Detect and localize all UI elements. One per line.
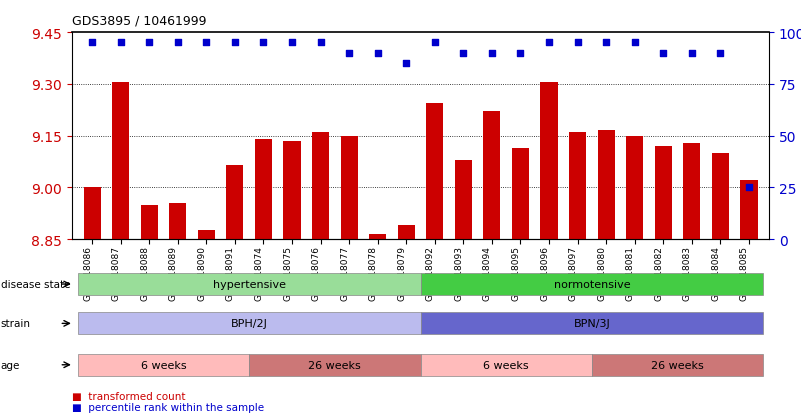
Point — [343, 50, 356, 57]
Point — [143, 40, 155, 47]
Point — [600, 40, 613, 47]
Bar — [255, 140, 272, 240]
Bar — [683, 143, 700, 240]
Text: BPH/2J: BPH/2J — [231, 318, 268, 329]
Text: 26 weeks: 26 weeks — [308, 360, 361, 370]
Point — [200, 40, 213, 47]
Bar — [654, 147, 672, 240]
Bar — [397, 226, 415, 240]
Text: 6 weeks: 6 weeks — [141, 360, 187, 370]
Text: normotensive: normotensive — [553, 279, 630, 290]
Bar — [83, 188, 101, 240]
Point — [86, 40, 99, 47]
Point — [628, 40, 641, 47]
Bar — [541, 83, 557, 240]
Point — [571, 40, 584, 47]
Bar — [312, 133, 329, 240]
Point — [228, 40, 241, 47]
Point — [542, 40, 555, 47]
Bar — [512, 148, 529, 240]
Text: age: age — [1, 360, 20, 370]
Point — [171, 40, 184, 47]
Bar — [369, 234, 386, 240]
Point — [714, 50, 727, 57]
Text: 26 weeks: 26 weeks — [651, 360, 704, 370]
Bar — [227, 166, 244, 240]
Bar — [598, 131, 614, 240]
Text: hypertensive: hypertensive — [212, 279, 286, 290]
Text: BPN/3J: BPN/3J — [574, 318, 610, 329]
Bar — [626, 136, 643, 240]
Point — [400, 61, 413, 67]
Point — [372, 50, 384, 57]
Bar — [112, 83, 129, 240]
Bar — [284, 141, 300, 240]
Point — [115, 40, 127, 47]
Point — [429, 40, 441, 47]
Point — [457, 50, 469, 57]
Bar — [455, 160, 472, 240]
Point — [686, 50, 698, 57]
Point — [314, 40, 327, 47]
Bar — [483, 112, 501, 240]
Point — [257, 40, 270, 47]
Point — [485, 50, 498, 57]
Point — [743, 185, 755, 191]
Text: ■  transformed count: ■ transformed count — [72, 391, 186, 401]
Bar — [198, 231, 215, 240]
Text: GDS3895 / 10461999: GDS3895 / 10461999 — [72, 14, 207, 27]
Bar — [712, 154, 729, 240]
Bar — [169, 203, 187, 240]
Point — [286, 40, 299, 47]
Bar — [426, 104, 444, 240]
Bar — [141, 205, 158, 240]
Bar — [740, 181, 758, 240]
Text: strain: strain — [1, 318, 30, 329]
Point — [657, 50, 670, 57]
Text: disease state: disease state — [1, 279, 70, 290]
Text: 6 weeks: 6 weeks — [483, 360, 529, 370]
Text: ■  percentile rank within the sample: ■ percentile rank within the sample — [72, 402, 264, 412]
Bar — [569, 133, 586, 240]
Bar — [340, 136, 358, 240]
Point — [514, 50, 527, 57]
